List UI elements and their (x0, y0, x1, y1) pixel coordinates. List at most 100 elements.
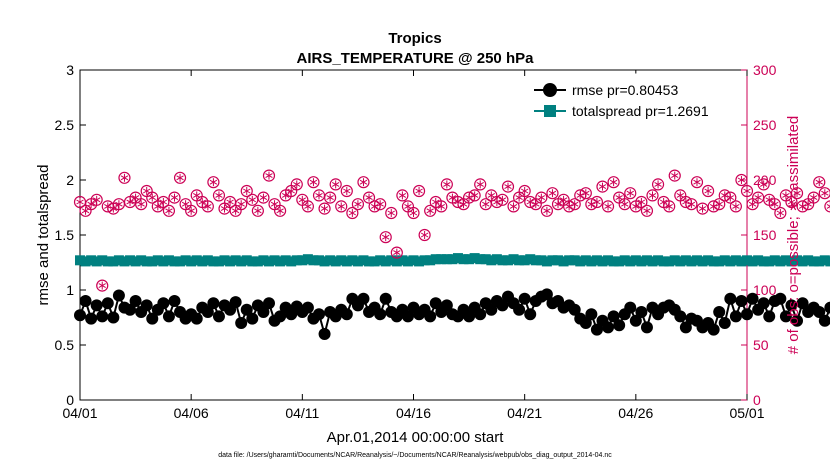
totalspread-point (814, 256, 825, 267)
obs-assimilated-marker (215, 192, 223, 198)
obs-point (651, 178, 665, 191)
obs-possible-marker (601, 200, 615, 213)
totalspread-point (375, 255, 386, 266)
obs-point (701, 184, 715, 198)
obs-assimilated-marker (176, 175, 184, 181)
obs-assimilated-marker (582, 190, 590, 196)
obs-assimilated-marker (676, 192, 685, 198)
totalspread-point (119, 256, 130, 267)
obs-assimilated-marker (81, 208, 90, 214)
obs-point (724, 191, 737, 204)
totalspread-point (258, 255, 269, 266)
y-tick-label: 0 (66, 392, 74, 408)
obs-possible-marker (146, 191, 159, 204)
rmse-point (246, 312, 259, 325)
obs-assimilated-marker (598, 184, 607, 190)
obs-point (307, 176, 320, 189)
obs-possible-marker (768, 198, 781, 211)
obs-point (757, 178, 770, 191)
rmse-point (674, 310, 687, 323)
totalspread-point (86, 255, 97, 266)
chart-subtitle: AIRS_TEMPERATURE @ 250 hPa (297, 50, 535, 67)
rmse-point (590, 323, 603, 336)
obs-point (346, 206, 359, 220)
rmse-point (518, 292, 531, 305)
obs-point (412, 184, 426, 198)
obs-possible-marker (740, 184, 754, 198)
obs-assimilated-marker (404, 203, 412, 209)
totalspread-point (147, 256, 158, 267)
y-tick-label-right: 0 (753, 392, 761, 408)
rmse-point (568, 303, 581, 316)
obs-possible-marker (757, 178, 770, 191)
totalspread-point (719, 255, 730, 266)
obs-possible-marker (329, 178, 342, 191)
obs-assimilated-marker (98, 283, 106, 289)
obs-point (685, 198, 698, 211)
rmse-point (262, 297, 275, 310)
totalspread-point (797, 256, 808, 267)
obs-point (601, 200, 615, 213)
obs-point (457, 198, 470, 211)
obs-point (324, 191, 337, 204)
obs-possible-marker (501, 180, 515, 193)
obs-assimilated-marker (782, 192, 790, 198)
rmse-point (124, 303, 137, 316)
totalspread-point (786, 256, 797, 267)
obs-possible-marker (412, 184, 426, 198)
totalspread-point (475, 254, 486, 265)
totalspread-point (586, 256, 597, 267)
rmse-point (707, 323, 720, 336)
obs-assimilated-marker (754, 195, 762, 201)
rmse-point (101, 297, 114, 310)
x-tick-label: 04/21 (507, 405, 542, 421)
totalspread-point (664, 256, 675, 267)
obs-possible-marker (235, 198, 248, 211)
totalspread-point (308, 255, 319, 266)
rmse-point (90, 299, 103, 312)
obs-possible-marker (118, 171, 131, 184)
y-axis-right: 0 50 100 150 200 250 300 (741, 62, 777, 408)
obs-assimilated-marker (771, 201, 779, 207)
obs-possible-marker (774, 206, 787, 220)
obs-point (435, 200, 448, 213)
obs-assimilated-marker (115, 201, 123, 207)
rmse-point (168, 295, 181, 307)
y-tick-label: 3 (66, 62, 74, 78)
totalspread-point (486, 255, 497, 266)
legend-box (527, 73, 739, 125)
totalspread-point (425, 255, 436, 266)
rmse-point (146, 312, 159, 325)
totalspread-point (808, 256, 819, 267)
obs-point (785, 195, 798, 209)
obs-assimilated-marker (248, 197, 257, 203)
obs-assimilated-marker (715, 201, 723, 207)
rmse-point (357, 292, 370, 305)
rmse-point (485, 303, 498, 316)
obs-assimilated-marker (170, 195, 179, 201)
rmse-point (74, 309, 86, 322)
totalspread-point (697, 256, 708, 267)
rmse-point (640, 321, 653, 334)
totalspread-point (742, 255, 752, 266)
rmse-point (201, 306, 214, 318)
obs-assimilated-marker (504, 184, 512, 190)
obs-point (162, 204, 176, 217)
obs-possible-marker (357, 176, 370, 189)
obs-possible-marker (351, 198, 365, 211)
obs-assimilated-marker (659, 199, 668, 205)
rmse-point (741, 308, 753, 321)
x-tick-label: 05/01 (729, 405, 764, 421)
obs-possible-marker (424, 204, 437, 217)
rmse-point (729, 310, 742, 323)
totalspread-point (402, 256, 413, 267)
totalspread-point (302, 254, 313, 265)
obs-point (262, 169, 276, 182)
obs-possible-marker (346, 206, 359, 220)
obs-assimilated-marker (298, 197, 307, 203)
obs-point (624, 187, 637, 200)
rmse-point (785, 299, 798, 312)
obs-assimilated-marker (381, 234, 390, 240)
obs-point (257, 191, 270, 204)
totalspread-point (469, 253, 480, 264)
